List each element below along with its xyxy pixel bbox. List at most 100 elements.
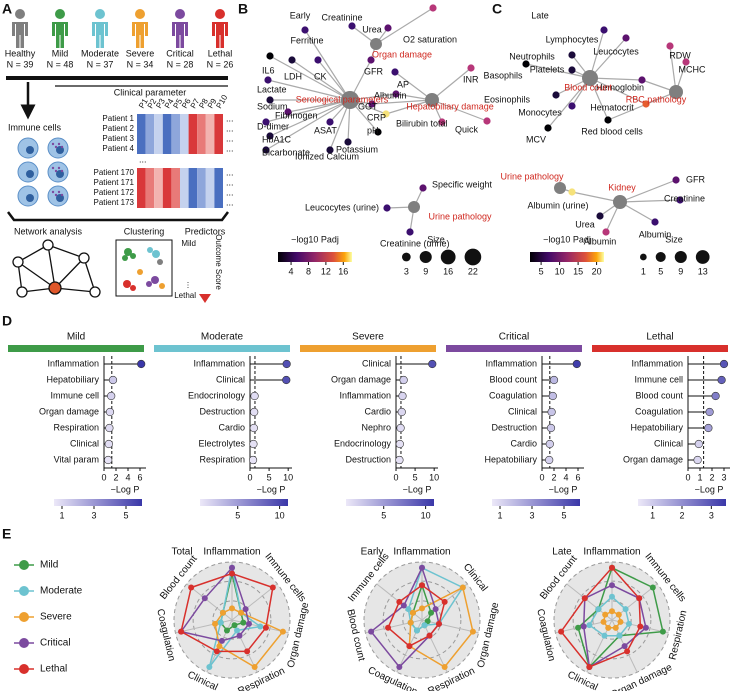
row-ellipsis: ... xyxy=(226,143,234,153)
heatmap-cell xyxy=(137,168,146,178)
legend-label: Critical xyxy=(40,638,71,649)
chart-title: Critical xyxy=(499,332,530,343)
node xyxy=(266,132,274,140)
heatmap-cell xyxy=(180,124,189,134)
series-point xyxy=(407,619,414,626)
x-tick-label: 6 xyxy=(575,472,580,482)
series-point xyxy=(219,609,226,616)
divider-bar xyxy=(6,76,228,80)
series-point xyxy=(435,620,442,627)
node-label: Lactate xyxy=(257,84,287,94)
colorbar-tick-label: 3 xyxy=(529,510,534,520)
series-point xyxy=(206,664,213,671)
param-label: P5 xyxy=(171,97,184,110)
bracket xyxy=(7,211,229,222)
granule xyxy=(57,190,61,194)
colorbar xyxy=(278,252,352,262)
dot xyxy=(549,375,559,385)
node xyxy=(406,228,414,236)
heatmap-cell xyxy=(137,144,146,154)
series-point xyxy=(624,648,631,655)
heatmap-cell xyxy=(154,144,163,154)
patient-label: Patient 2 xyxy=(102,124,134,133)
size-label: 9 xyxy=(423,266,428,276)
node xyxy=(266,52,274,60)
series-point xyxy=(609,564,615,571)
colorbar-tick-label: 1 xyxy=(650,510,655,520)
person-body xyxy=(52,22,68,48)
heatmap-cell xyxy=(214,134,223,144)
dot xyxy=(395,439,404,449)
size-label: 22 xyxy=(468,266,478,276)
heading: Immune cells xyxy=(8,122,62,132)
series-point xyxy=(419,564,425,571)
node-label: Urea xyxy=(362,24,382,34)
person-body xyxy=(92,22,108,48)
category-label: Inflammation xyxy=(485,358,537,368)
granule xyxy=(54,169,58,173)
series-point xyxy=(602,611,609,618)
category-label: Destruction xyxy=(345,454,391,464)
series-point xyxy=(212,620,219,627)
param-label: P8 xyxy=(197,97,210,110)
category-label: Respiration xyxy=(199,454,245,464)
edge xyxy=(589,77,647,105)
granule xyxy=(51,142,55,146)
category-label: Hepatobiliary xyxy=(46,374,99,384)
series-point xyxy=(396,664,403,671)
person-body xyxy=(172,22,188,48)
arrow-head xyxy=(199,294,211,303)
node xyxy=(284,108,292,116)
colorbar xyxy=(492,499,580,506)
node-label: Albumin xyxy=(639,229,672,239)
series-point xyxy=(609,608,615,615)
node xyxy=(368,100,376,108)
node xyxy=(326,118,334,126)
group-name: Moderate xyxy=(81,48,119,58)
category-label: Hepatobiliary xyxy=(630,422,683,432)
heatmap-cell xyxy=(188,168,198,178)
node xyxy=(552,91,560,99)
size-label: 9 xyxy=(678,266,683,276)
heatmap-cell xyxy=(154,198,163,208)
series-outline xyxy=(582,584,647,669)
x-tick-label: 0 xyxy=(101,472,106,482)
edge xyxy=(431,99,488,122)
series-point xyxy=(279,628,286,635)
hub-node xyxy=(582,70,598,86)
size-swatch xyxy=(655,251,666,263)
hub-node xyxy=(613,195,627,209)
category-label: Immune cell xyxy=(50,390,99,400)
hub-node xyxy=(408,201,420,213)
node-label: Albumin (urine) xyxy=(527,200,588,210)
node xyxy=(666,42,674,50)
series-point xyxy=(396,598,403,605)
group-name: Healthy xyxy=(5,48,36,58)
edge xyxy=(571,191,621,203)
node xyxy=(600,26,608,34)
step-label: Network analysis xyxy=(14,226,83,236)
node-label: pH xyxy=(367,125,379,135)
heatmap-cell xyxy=(171,114,180,124)
series-point xyxy=(441,598,448,605)
node-label: RDW xyxy=(669,50,691,60)
chart-title: Total xyxy=(171,547,192,558)
heatmap-cell xyxy=(214,198,223,208)
heatmap-cell xyxy=(214,168,223,178)
colorbar-tick-label: 10 xyxy=(421,510,431,520)
legend-title: Size xyxy=(427,234,445,244)
heatmap-cell xyxy=(162,198,172,208)
colorbar-tick-label: 12 xyxy=(321,266,331,276)
series-point xyxy=(229,570,235,577)
colorbar-tick-label: 5 xyxy=(381,510,386,520)
heatmap-cell xyxy=(205,124,215,134)
hub-label: Urine pathology xyxy=(428,211,492,221)
node xyxy=(568,102,576,110)
category-label: Organ damage xyxy=(331,374,391,384)
x-tick-label: 0 xyxy=(685,472,690,482)
category-label: Destruction xyxy=(199,406,245,416)
panel-letter: C xyxy=(492,1,502,17)
category-label: Respiration xyxy=(53,422,99,432)
param-label: P2 xyxy=(146,97,159,110)
granule xyxy=(60,193,64,197)
